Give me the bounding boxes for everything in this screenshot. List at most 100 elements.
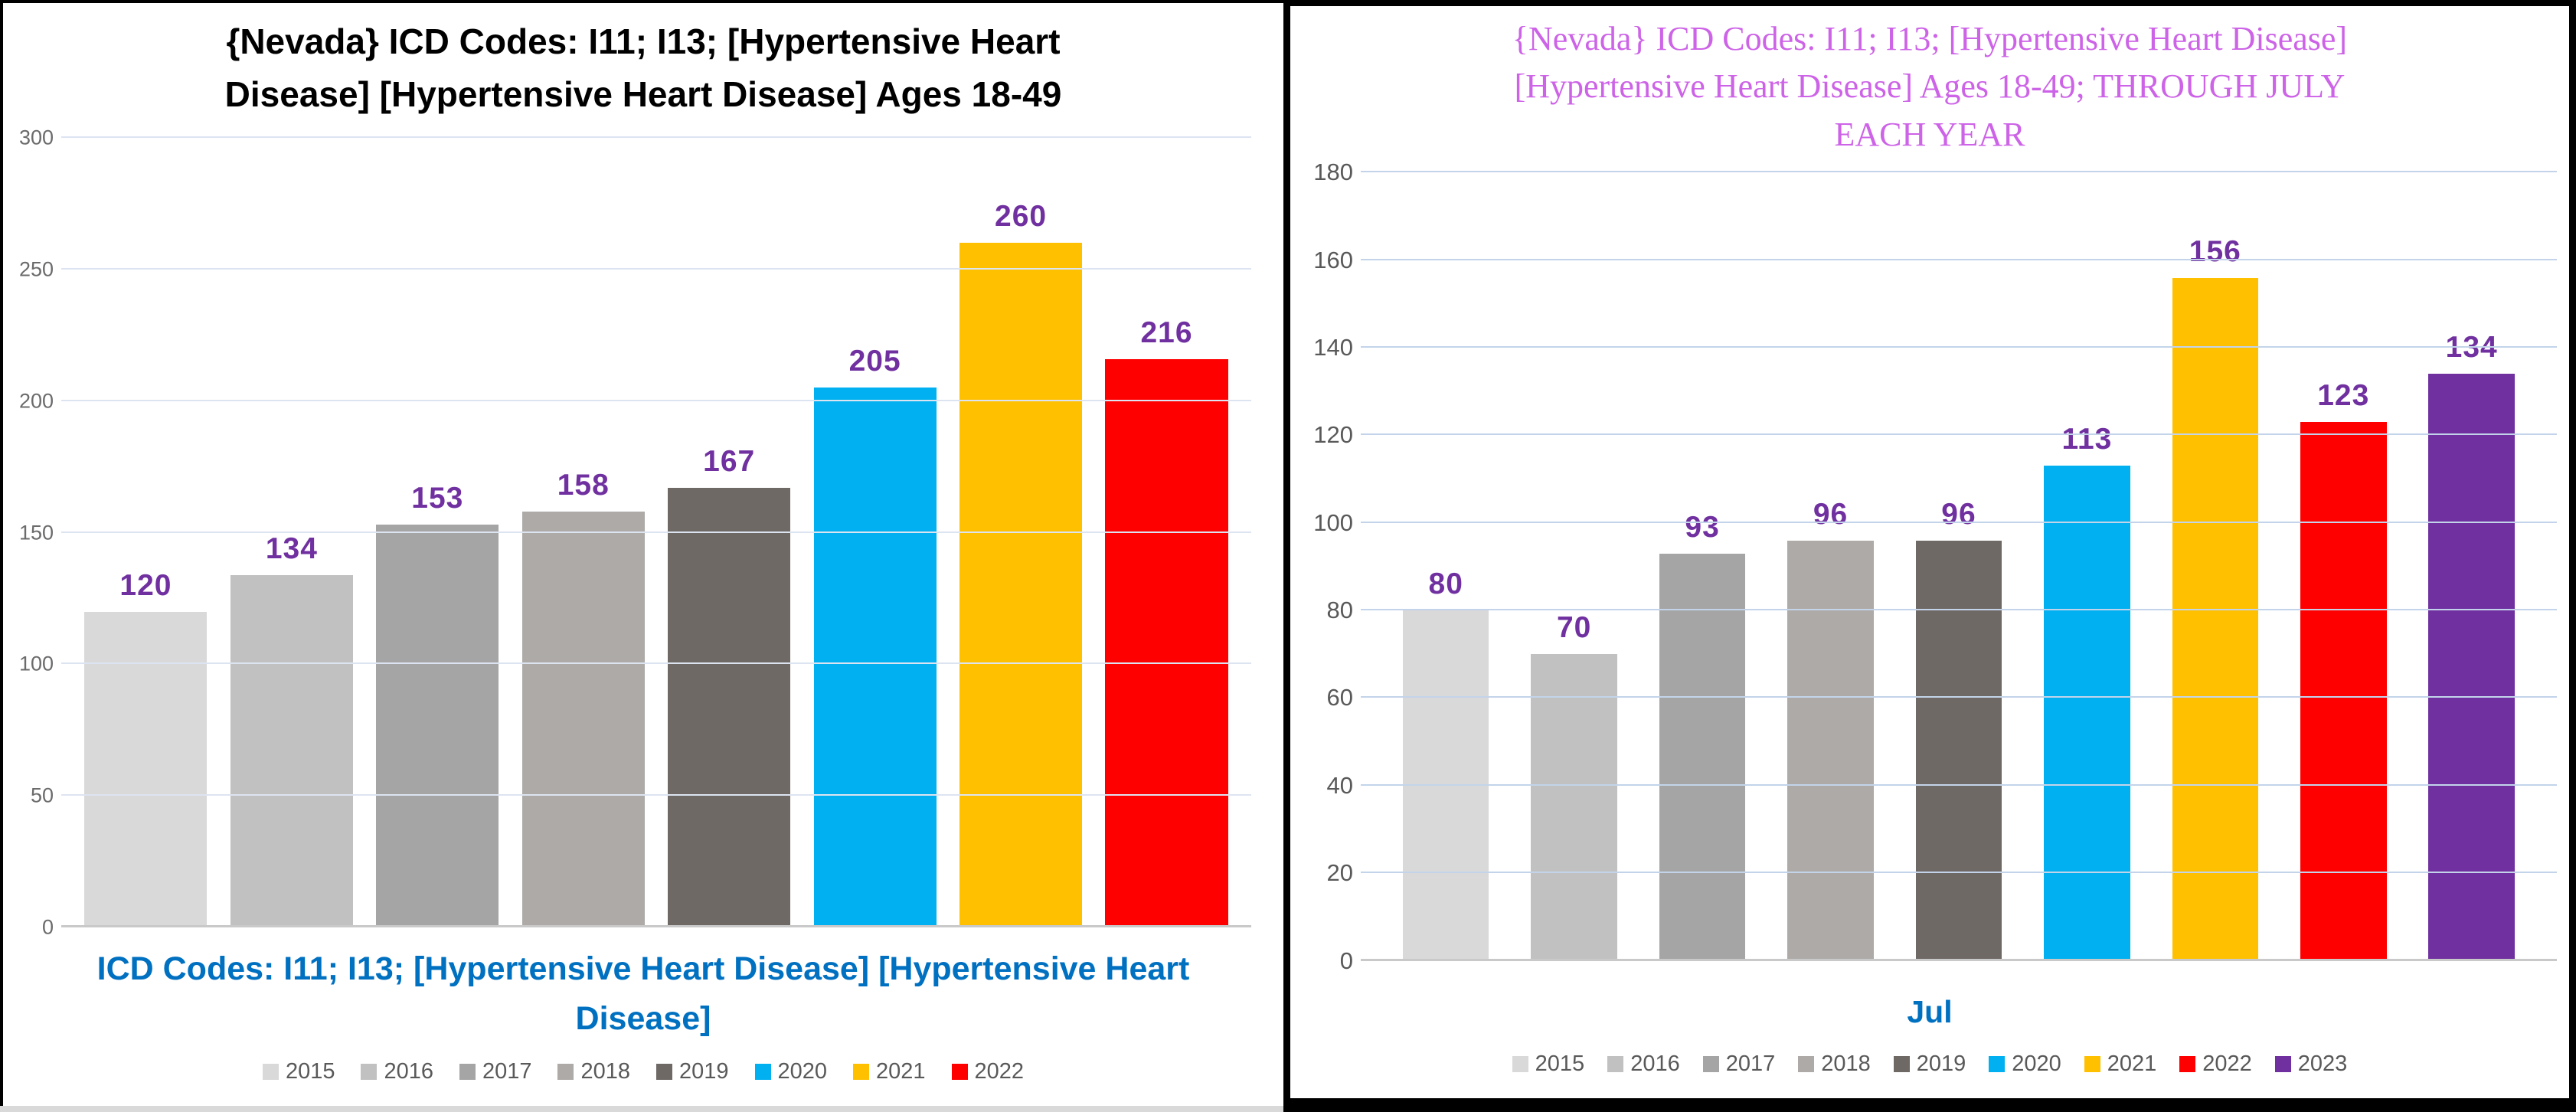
- x-axis-baseline: [1361, 958, 2557, 961]
- bar-2021[interactable]: [2172, 277, 2259, 961]
- legend-label: 2022: [2202, 1051, 2252, 1076]
- legend-item-2023[interactable]: 2023: [2274, 1051, 2348, 1077]
- plot-area: 80 70 93 96 96 113 156 123 134: [1361, 171, 2557, 961]
- legend-item-2021[interactable]: 2021: [853, 1059, 926, 1084]
- legend-label: 2019: [679, 1058, 729, 1084]
- legend-swatch: [361, 1063, 378, 1080]
- y-axis-tick-label: 120: [1313, 421, 1353, 449]
- legend-item-2021[interactable]: 2021: [2084, 1051, 2156, 1077]
- legend-label: 2021: [876, 1058, 926, 1084]
- bar-series: 80 70 93 96 96 113 156 123 134: [1361, 172, 2557, 961]
- y-axis-tick-label: 100: [1313, 509, 1353, 536]
- legend-label: 2018: [1821, 1051, 1871, 1076]
- bar-group-2020: 113: [2044, 172, 2130, 961]
- legend-item-2020[interactable]: 2020: [754, 1059, 827, 1084]
- bar-value-label: 134: [2445, 331, 2498, 365]
- gridline: [1361, 872, 2557, 874]
- bar-value-label: 216: [1140, 316, 1193, 349]
- chart-panel-right: {Nevada} ICD Codes: I11; I13; [Hypertens…: [1283, 0, 2576, 1112]
- bar-2016[interactable]: [230, 574, 353, 927]
- legend-swatch: [557, 1063, 574, 1080]
- bar-value-label: 205: [848, 345, 901, 378]
- legend-item-2015[interactable]: 2015: [262, 1058, 335, 1084]
- gridline: [1361, 346, 2557, 348]
- y-axis: 0 20 40 60 80 100 120 140 160 180: [1295, 159, 1361, 973]
- gridline: [1361, 696, 2557, 698]
- y-axis-tick-label: 180: [1313, 159, 1353, 186]
- legend-item-2016[interactable]: 2016: [1607, 1051, 1680, 1077]
- legend-item-2018[interactable]: 2018: [1798, 1051, 1871, 1077]
- legend-item-2022[interactable]: 2022: [2179, 1051, 2252, 1077]
- legend-item-2022[interactable]: 2022: [951, 1058, 1025, 1084]
- bar-2017[interactable]: [1659, 553, 1746, 961]
- gridline: [1361, 609, 2557, 611]
- y-axis: 0 50 100 150 200 250 300: [11, 126, 61, 939]
- chart-title-line: {Nevada} ICD Codes: I11; I13; [Hypertens…: [1512, 20, 2348, 57]
- bar-2017[interactable]: [376, 525, 499, 927]
- gridline: [61, 794, 1251, 796]
- plot-region: 0 50 100 150 200 250 300 120 134 153 158 167 205 260…: [3, 124, 1283, 939]
- bar-2018[interactable]: [521, 512, 645, 927]
- legend-label: 2016: [384, 1058, 433, 1084]
- bar-value-label: 120: [119, 568, 172, 602]
- x-axis-title-line: Disease]: [575, 999, 711, 1037]
- legend-label: 2022: [974, 1058, 1025, 1084]
- legend-label: 2017: [1725, 1051, 1776, 1076]
- legend-swatch: [1989, 1055, 2006, 1072]
- chart-title: {Nevada} ICD Codes: I11; I13; [Hypertens…: [1512, 15, 2347, 159]
- legend-item-2018[interactable]: 2018: [557, 1059, 630, 1084]
- bar-2016[interactable]: [1531, 654, 1617, 961]
- legend-item-2017[interactable]: 2017: [459, 1058, 532, 1084]
- bar-2023[interactable]: [2428, 374, 2515, 961]
- bar-2015[interactable]: [1402, 610, 1489, 961]
- bar-2019[interactable]: [668, 488, 791, 927]
- legend-item-2017[interactable]: 2017: [1702, 1051, 1776, 1077]
- bar-group-2017: 93: [1659, 172, 1746, 961]
- bar-2020[interactable]: [813, 388, 937, 927]
- y-axis-tick-label: 300: [18, 126, 54, 149]
- y-axis-tick-label: 40: [1326, 771, 1353, 799]
- bar-2020[interactable]: [2044, 466, 2130, 961]
- gridline: [1361, 433, 2557, 436]
- bar-2019[interactable]: [1915, 540, 2002, 961]
- bar-value-label: 134: [265, 531, 318, 565]
- bar-group-2015: 80: [1402, 172, 1489, 961]
- bar-value-label: 158: [557, 469, 610, 502]
- chart-title: {Nevada} ICD Codes: I11; I13; [Hypertens…: [225, 15, 1062, 121]
- legend-item-2015[interactable]: 2015: [1512, 1051, 1585, 1077]
- bar-2022[interactable]: [2300, 422, 2387, 961]
- chart-panel-left: {Nevada} ICD Codes: I11; I13; [Hypertens…: [0, 0, 1283, 1106]
- legend-label: 2015: [1535, 1051, 1585, 1076]
- bar-2015[interactable]: [84, 611, 208, 927]
- bar-2021[interactable]: [959, 243, 1083, 927]
- legend-label: 2017: [482, 1058, 532, 1084]
- bar-2018[interactable]: [1787, 540, 1874, 961]
- x-axis-title-line: Jul: [1907, 993, 1953, 1029]
- legend-label: 2023: [2297, 1051, 2348, 1076]
- x-axis-title: ICD Codes: I11; I13; [Hypertensive Heart…: [57, 944, 1230, 1043]
- gridline: [61, 531, 1251, 533]
- legend-label: 2019: [1916, 1051, 1966, 1076]
- y-axis-tick-label: 200: [18, 389, 54, 413]
- legend-swatch: [1893, 1055, 1910, 1072]
- chart-title-line: [Hypertensive Heart Disease] Ages 18-49;…: [1514, 67, 2346, 106]
- bar-value-label: 96: [1941, 497, 1976, 531]
- bar-group-2022: 216: [1105, 138, 1228, 927]
- y-axis-tick-label: 0: [41, 915, 54, 939]
- legend-item-2019[interactable]: 2019: [1893, 1051, 1966, 1077]
- bar-2022[interactable]: [1105, 358, 1228, 927]
- y-axis-tick-label: 160: [1313, 246, 1353, 273]
- legend-swatch: [459, 1063, 476, 1080]
- bar-group-2019: 167: [668, 138, 791, 927]
- chart-title-line: EACH YEAR: [1834, 115, 2025, 153]
- legend-item-2019[interactable]: 2019: [656, 1059, 729, 1084]
- legend-item-2020[interactable]: 2020: [1989, 1051, 2061, 1077]
- bar-value-label: 156: [2189, 234, 2241, 268]
- legend-label: 2015: [285, 1058, 335, 1084]
- y-axis-tick-label: 150: [18, 521, 54, 544]
- legend-item-2016[interactable]: 2016: [361, 1059, 433, 1084]
- legend-swatch: [656, 1063, 672, 1080]
- gridline: [1361, 258, 2557, 260]
- bar-group-2019: 96: [1915, 172, 2002, 961]
- legend-swatch: [2084, 1055, 2100, 1072]
